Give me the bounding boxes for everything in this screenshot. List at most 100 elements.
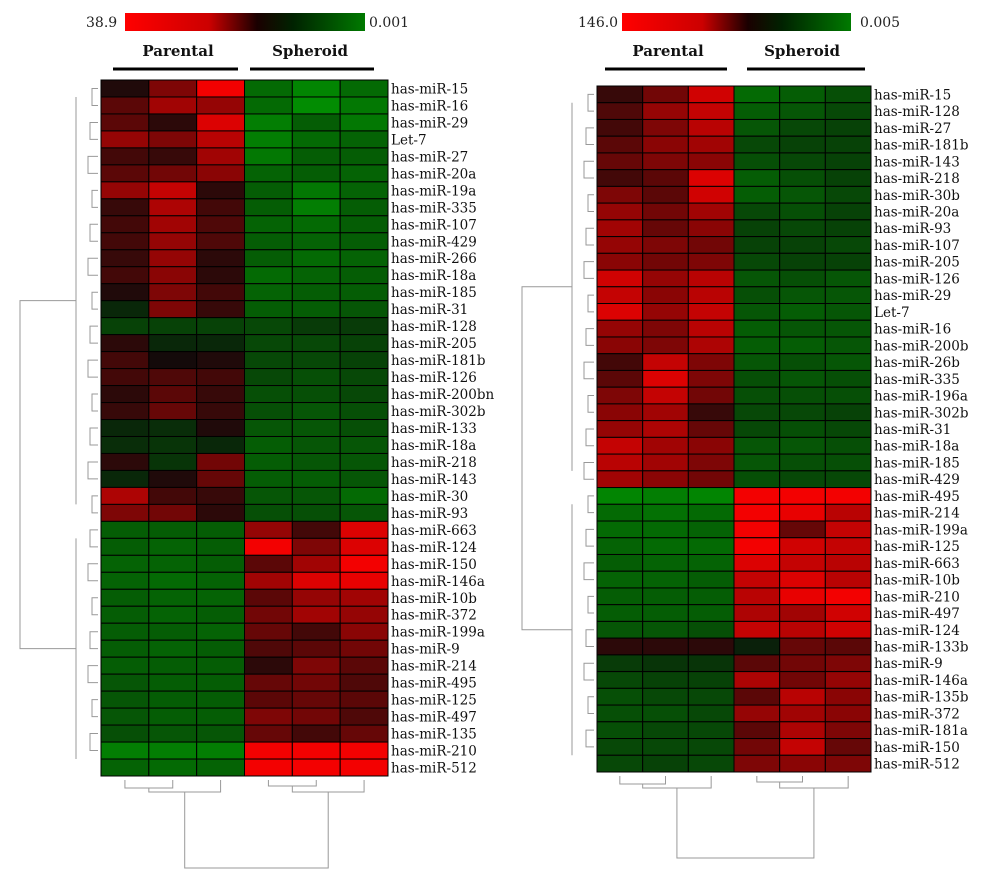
heatmap-cell	[291, 130, 341, 149]
heatmap-cells	[100, 79, 389, 777]
heatmap-cell	[596, 470, 644, 489]
heatmap-cell	[244, 758, 293, 777]
heatmap-cell	[687, 587, 735, 606]
heatmap-cell	[244, 537, 293, 556]
heatmap-cell	[339, 147, 389, 166]
heatmap-cell	[339, 554, 389, 573]
heatmap-cell	[339, 79, 389, 98]
heatmap-cell	[733, 520, 781, 539]
heatmap-cell	[100, 605, 150, 624]
heatmap-cell	[779, 620, 826, 639]
column-dendrogram	[619, 776, 849, 859]
heatmap-cell	[642, 369, 689, 388]
heatmap-cell	[642, 671, 689, 689]
heatmap-cell	[687, 453, 735, 472]
heatmap-cell	[196, 79, 245, 98]
heatmap-cell	[824, 587, 872, 606]
row-label: has-miR-335	[874, 372, 960, 388]
heatmap-cell	[687, 520, 735, 539]
row-label: has-miR-15	[391, 81, 468, 97]
heatmap-cell	[733, 135, 781, 154]
heatmap-cell	[291, 724, 341, 743]
heatmap-cell	[642, 570, 689, 589]
heatmap-cell	[100, 351, 150, 370]
heatmap-cell	[779, 303, 826, 321]
heatmap-cell	[824, 85, 872, 104]
heatmap-cell	[196, 198, 245, 217]
row-label: has-miR-181a	[874, 723, 968, 739]
heatmap-cell	[148, 249, 198, 268]
row-label: has-miR-143	[391, 472, 477, 488]
heatmap-cell	[339, 385, 389, 404]
heatmap-cell	[100, 317, 150, 336]
heatmap-cell	[339, 537, 389, 556]
heatmap-cell	[244, 198, 293, 217]
heatmap-cell	[733, 537, 781, 555]
heatmap-cell	[148, 198, 198, 217]
heatmap-cell	[148, 656, 198, 675]
heatmap-cell	[687, 503, 735, 522]
heatmap-cell	[596, 152, 644, 171]
heatmap-cell	[779, 704, 826, 723]
heatmap-cell	[733, 687, 781, 706]
heatmap-cell	[196, 317, 245, 336]
heatmap-cell	[687, 420, 735, 438]
heatmap-cell	[196, 707, 245, 726]
heatmap-cell	[291, 452, 341, 471]
heatmap-cell	[733, 219, 781, 238]
row-label: has-miR-135	[391, 727, 477, 743]
heatmap-cell	[244, 130, 293, 149]
heatmap-cells	[596, 85, 872, 773]
heatmap-cell	[733, 570, 781, 589]
heatmap-cell	[339, 707, 389, 726]
heatmap-cell	[687, 537, 735, 555]
row-label: has-miR-30b	[874, 188, 960, 204]
heatmap-cell	[291, 469, 341, 488]
heatmap-cell	[733, 236, 781, 254]
row-label: Let-7	[874, 305, 910, 321]
heatmap-cell	[148, 334, 198, 353]
heatmap-cell	[339, 419, 389, 437]
row-label: has-miR-125	[874, 539, 960, 555]
heatmap-cell	[148, 486, 198, 505]
heatmap-cell	[291, 181, 341, 200]
heatmap-cell	[339, 758, 389, 777]
heatmap-cell	[100, 656, 150, 675]
heatmap-cell	[291, 96, 341, 115]
heatmap-cell	[824, 687, 872, 706]
group-label-spheroid: Spheroid	[272, 42, 348, 60]
heatmap-cell	[196, 554, 245, 573]
row-label: has-miR-200bn	[391, 387, 494, 403]
color-scale-bar	[622, 13, 851, 31]
heatmap-cell	[733, 721, 781, 740]
heatmap-cell	[733, 754, 781, 773]
row-label: has-miR-199a	[391, 625, 485, 641]
heatmap-cell	[596, 436, 644, 455]
row-label: has-miR-200b	[874, 338, 969, 354]
heatmap-cell	[100, 402, 150, 421]
heatmap-cell	[100, 758, 150, 777]
heatmap-cell	[291, 198, 341, 217]
heatmap-cell	[100, 520, 150, 539]
heatmap-cell	[824, 252, 872, 271]
heatmap-cell	[779, 286, 826, 305]
heatmap-cell	[196, 741, 245, 760]
row-dendrogram	[19, 87, 98, 760]
heatmap-cell	[687, 704, 735, 723]
heatmap-cell	[291, 690, 341, 709]
heatmap-cell	[339, 368, 389, 387]
color-scale-bar	[125, 13, 365, 31]
heatmap-cell	[291, 707, 341, 726]
heatmap-cell	[339, 571, 389, 590]
heatmap-cell	[291, 147, 341, 166]
heatmap-cell	[100, 639, 150, 658]
heatmap-cell	[733, 353, 781, 371]
heatmap-cell	[733, 620, 781, 639]
heatmap-cell	[596, 537, 644, 555]
heatmap-cell	[687, 85, 735, 104]
heatmap-cell	[687, 303, 735, 321]
heatmap-cell	[100, 300, 150, 319]
heatmap-cell	[100, 334, 150, 353]
heatmap-cell	[824, 470, 872, 489]
heatmap-cell	[733, 269, 781, 288]
